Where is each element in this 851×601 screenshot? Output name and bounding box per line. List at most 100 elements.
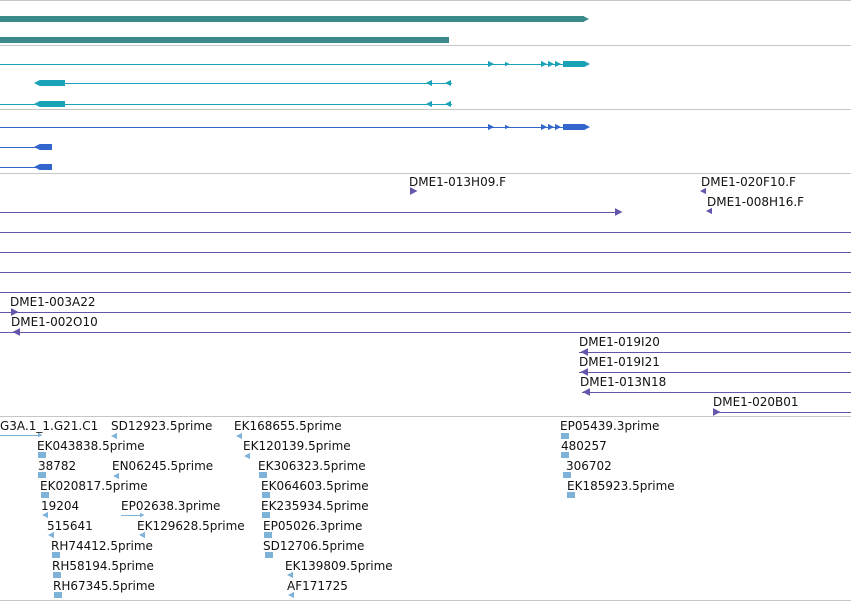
forward-arrow-icon	[713, 408, 721, 416]
est-block[interactable]	[54, 592, 62, 598]
forward-arrow-icon	[541, 123, 547, 131]
reverse-arrow-icon	[48, 531, 54, 539]
est-label[interactable]: EK168655.5prime	[234, 419, 342, 433]
exon-block[interactable]	[563, 124, 584, 130]
gene-span-bar[interactable]	[0, 37, 449, 43]
est-label[interactable]: RH67345.5prime	[53, 579, 155, 593]
est-label[interactable]: SD12923.5prime	[111, 419, 213, 433]
est-label[interactable]: 515641	[47, 519, 93, 533]
forward-arrow-icon	[548, 60, 554, 68]
forward-arrow-icon	[410, 187, 418, 195]
est-label[interactable]: EK064603.5prime	[261, 479, 369, 493]
est-block[interactable]	[561, 452, 569, 458]
est-label[interactable]: 306702	[566, 459, 612, 473]
forward-arrow-icon	[584, 60, 590, 68]
est-label[interactable]: EK235934.5prime	[261, 499, 369, 513]
est-block[interactable]	[53, 572, 61, 578]
reverse-arrow-icon	[288, 591, 294, 599]
gene-span-bar[interactable]	[0, 16, 584, 22]
est-block[interactable]	[262, 492, 270, 498]
reverse-arrow-icon	[287, 571, 293, 579]
reverse-arrow-icon	[34, 143, 40, 151]
est-label[interactable]: EP05026.3prime	[263, 519, 363, 533]
est-label[interactable]: 38782	[38, 459, 77, 473]
clone-label[interactable]: DME1-020B01	[713, 395, 799, 409]
est-label[interactable]: EK139809.5prime	[285, 559, 393, 573]
est-label[interactable]: EK043838.5prime	[37, 439, 145, 453]
est-label[interactable]: 19204	[41, 499, 80, 513]
est-block[interactable]	[262, 512, 270, 518]
clone-label[interactable]: DME1-020F10.F	[701, 175, 796, 189]
reverse-arrow-icon	[426, 79, 432, 87]
est-block[interactable]	[563, 472, 571, 478]
forward-arrow-icon	[488, 60, 494, 68]
est-label[interactable]: RH74412.5prime	[51, 539, 153, 553]
est-label[interactable]: SD12706.5prime	[263, 539, 365, 553]
forward-arrow-icon	[555, 123, 561, 131]
clone-label[interactable]: DME1-002O10	[11, 315, 98, 329]
forward-arrow-icon	[488, 123, 494, 131]
est-block[interactable]	[52, 552, 60, 558]
est-block[interactable]	[41, 492, 49, 498]
est-label[interactable]: EP02638.3prime	[121, 499, 221, 513]
exon-block[interactable]	[40, 101, 65, 107]
reverse-arrow-icon	[236, 432, 242, 440]
est-block[interactable]	[265, 552, 273, 558]
reverse-arrow-icon	[139, 531, 145, 539]
forward-arrow-icon	[583, 15, 589, 23]
est-label[interactable]: EK185923.5prime	[567, 479, 675, 493]
forward-arrow-icon	[615, 208, 623, 216]
reverse-arrow-icon	[445, 79, 451, 87]
est-label[interactable]: RH58194.5prime	[52, 559, 154, 573]
exon-block[interactable]	[40, 80, 65, 86]
est-block[interactable]	[567, 492, 575, 498]
est-label[interactable]: EK306323.5prime	[258, 459, 366, 473]
exon-block[interactable]	[40, 164, 52, 170]
forward-arrow-icon	[11, 308, 19, 316]
forward-arrow-icon	[140, 512, 145, 518]
exon-block[interactable]	[563, 61, 584, 67]
clone-label[interactable]: DME1-008H16.F	[707, 195, 805, 209]
clone-label[interactable]: DME1-013N18	[580, 375, 667, 389]
est-block[interactable]	[264, 532, 272, 538]
clone-label[interactable]: DME1-019I21	[579, 355, 660, 369]
exon-block[interactable]	[40, 144, 52, 150]
forward-arrow-icon	[555, 60, 561, 68]
est-label[interactable]: G3A.1_1.G21.C1	[0, 419, 99, 433]
est-block[interactable]	[259, 472, 267, 478]
est-block[interactable]	[38, 452, 46, 458]
clone-label[interactable]: DME1-019I20	[579, 335, 660, 349]
reverse-arrow-icon	[706, 207, 712, 215]
est-label[interactable]: AF171725	[287, 579, 348, 593]
clone-label[interactable]: DME1-003A22	[10, 295, 96, 309]
reverse-arrow-icon	[34, 163, 40, 171]
reverse-arrow-icon	[426, 100, 432, 108]
reverse-arrow-icon	[113, 472, 119, 480]
reverse-arrow-icon	[700, 187, 706, 195]
reverse-arrow-icon	[42, 511, 48, 519]
reverse-arrow-icon	[244, 452, 250, 460]
reverse-arrow-icon	[12, 328, 20, 336]
clone-label[interactable]: DME1-013H09.F	[409, 175, 507, 189]
est-label[interactable]: EK129628.5prime	[137, 519, 245, 533]
forward-arrow-icon	[541, 60, 547, 68]
reverse-arrow-icon	[580, 368, 588, 376]
est-label[interactable]: 480257	[561, 439, 607, 453]
est-block[interactable]	[38, 472, 46, 478]
est-label[interactable]: EK120139.5prime	[243, 439, 351, 453]
est-block[interactable]	[561, 433, 569, 439]
forward-arrow-icon	[584, 123, 590, 131]
est-label[interactable]: EN06245.5prime	[112, 459, 214, 473]
reverse-arrow-icon	[580, 348, 588, 356]
reverse-arrow-icon	[34, 100, 40, 108]
est-label[interactable]: EP05439.3prime	[560, 419, 660, 433]
forward-arrow-icon	[38, 432, 43, 438]
forward-arrow-icon	[548, 123, 554, 131]
reverse-arrow-icon	[111, 432, 117, 440]
est-label[interactable]: EK020817.5prime	[40, 479, 148, 493]
reverse-arrow-icon	[582, 388, 590, 396]
reverse-arrow-icon	[34, 79, 40, 87]
reverse-arrow-icon	[445, 100, 451, 108]
forward-arrow-icon	[505, 124, 510, 130]
